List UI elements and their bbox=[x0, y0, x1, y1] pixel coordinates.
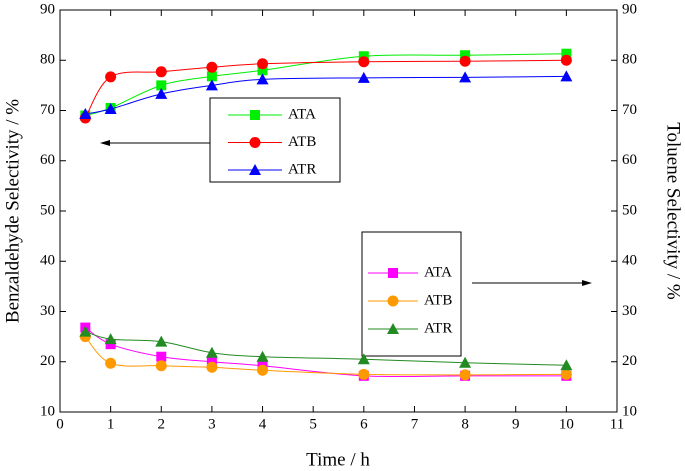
marker bbox=[205, 79, 218, 91]
y-tick-label: 90 bbox=[40, 1, 55, 17]
arrowhead bbox=[100, 140, 110, 146]
x-tick-label: 6 bbox=[360, 416, 368, 432]
legend-marker bbox=[388, 268, 398, 278]
marker bbox=[155, 360, 167, 372]
marker bbox=[459, 356, 472, 368]
marker bbox=[206, 356, 217, 367]
marker bbox=[460, 50, 471, 61]
marker bbox=[79, 325, 92, 337]
marker bbox=[560, 368, 572, 380]
x-tick-label: 3 bbox=[208, 416, 216, 432]
marker bbox=[206, 61, 218, 73]
y2-tick-label: 10 bbox=[622, 403, 637, 419]
marker bbox=[560, 54, 572, 66]
y2-tick-label: 60 bbox=[622, 152, 637, 168]
y2-tick-label: 90 bbox=[622, 1, 637, 17]
marker bbox=[155, 335, 168, 347]
y2-tick-label: 80 bbox=[622, 52, 637, 68]
y2-tick-label: 20 bbox=[622, 353, 637, 369]
marker bbox=[459, 55, 471, 67]
marker bbox=[105, 357, 117, 369]
y2-tick-label: 50 bbox=[622, 202, 637, 218]
x-axis-label: Time / h bbox=[306, 449, 370, 470]
marker bbox=[105, 339, 116, 350]
marker bbox=[357, 353, 370, 365]
y2-axis-label: Toluene Selectivity / % bbox=[663, 122, 684, 300]
marker bbox=[560, 359, 573, 371]
marker bbox=[206, 71, 217, 82]
legend-marker bbox=[249, 164, 261, 175]
x-tick-label: 4 bbox=[259, 416, 267, 432]
y-tick-label: 60 bbox=[40, 152, 55, 168]
y2-tick-label: 40 bbox=[622, 253, 637, 269]
legend-label: ATB bbox=[424, 292, 452, 308]
legend-label: ATA bbox=[424, 264, 452, 280]
marker bbox=[561, 48, 572, 59]
marker bbox=[560, 70, 573, 82]
y2-tick-label: 30 bbox=[622, 303, 637, 319]
y2-tick-label: 70 bbox=[622, 102, 637, 118]
marker bbox=[256, 350, 269, 362]
y-tick-label: 30 bbox=[40, 303, 55, 319]
y-tick-label: 40 bbox=[40, 253, 55, 269]
marker bbox=[357, 71, 370, 83]
x-tick-label: 5 bbox=[309, 416, 317, 432]
marker bbox=[256, 73, 269, 85]
legend-marker bbox=[387, 295, 399, 307]
marker bbox=[358, 368, 370, 380]
marker bbox=[155, 87, 168, 99]
y-tick-label: 10 bbox=[40, 403, 55, 419]
marker bbox=[358, 56, 370, 68]
marker bbox=[104, 333, 117, 345]
x-tick-label: 0 bbox=[56, 416, 64, 432]
marker bbox=[156, 80, 167, 91]
y-axis-label: Benzaldehyde Selectivity / % bbox=[2, 99, 23, 323]
legend-box bbox=[361, 231, 462, 357]
marker bbox=[459, 71, 472, 83]
marker bbox=[156, 351, 167, 362]
legend-label: ATR bbox=[424, 320, 452, 336]
legend-marker bbox=[249, 137, 261, 148]
plot-frame bbox=[59, 9, 618, 413]
marker bbox=[358, 51, 369, 62]
y-tick-label: 50 bbox=[40, 202, 55, 218]
legend-label: ATB bbox=[288, 134, 316, 150]
x-tick-label: 11 bbox=[610, 416, 624, 432]
x-tick-label: 8 bbox=[461, 416, 469, 432]
x-tick-label: 2 bbox=[158, 416, 166, 432]
y-tick-label: 80 bbox=[40, 52, 55, 68]
x-tick-label: 1 bbox=[107, 416, 115, 432]
marker bbox=[206, 361, 218, 373]
marker bbox=[104, 102, 117, 114]
legend-label: ATA bbox=[288, 106, 316, 122]
marker bbox=[257, 65, 268, 76]
marker bbox=[79, 108, 92, 120]
y-tick-label: 70 bbox=[40, 102, 55, 118]
marker bbox=[155, 66, 167, 78]
marker bbox=[257, 58, 269, 70]
legend-label: ATR bbox=[288, 161, 316, 177]
legend-box bbox=[209, 97, 341, 183]
x-tick-label: 9 bbox=[512, 416, 520, 432]
y-tick-label: 20 bbox=[40, 353, 55, 369]
marker bbox=[205, 346, 218, 358]
legend-marker bbox=[387, 323, 399, 334]
x-tick-label: 10 bbox=[559, 416, 574, 432]
legend-marker bbox=[250, 110, 260, 120]
marker bbox=[257, 364, 269, 376]
marker bbox=[459, 369, 471, 381]
x-tick-label: 7 bbox=[411, 416, 419, 432]
marker bbox=[105, 71, 117, 83]
arrowhead bbox=[582, 280, 592, 286]
